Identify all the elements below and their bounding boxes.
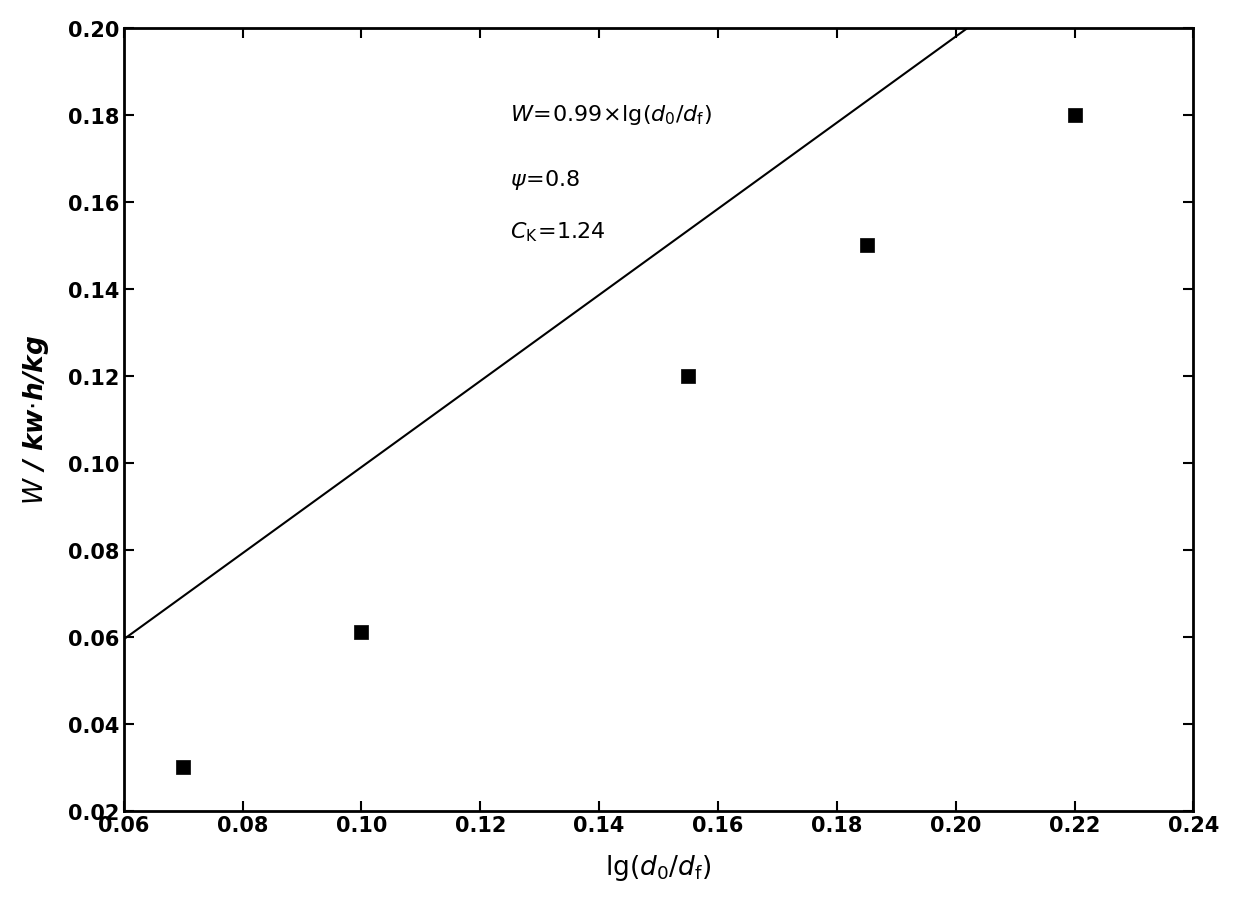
Text: $\psi\!=\!0.8$: $\psi\!=\!0.8$ [510,168,580,191]
X-axis label: $\mathrm{lg}(d_0/d_\mathrm{f})$: $\mathrm{lg}(d_0/d_\mathrm{f})$ [605,852,712,882]
Point [351,626,371,640]
Point [678,369,698,384]
Point [174,760,193,775]
Text: $C_\mathrm{K}\!=\!1.24$: $C_\mathrm{K}\!=\!1.24$ [510,220,605,244]
Text: $W\!=\!0.99\!\times\!\mathrm{lg}(d_0/d_\mathrm{f})$: $W\!=\!0.99\!\times\!\mathrm{lg}(d_0/d_\… [510,103,712,126]
Y-axis label: $W$ / kw$\cdot$h/kg: $W$ / kw$\cdot$h/kg [21,335,51,505]
Point [1065,108,1085,123]
Point [857,238,877,253]
